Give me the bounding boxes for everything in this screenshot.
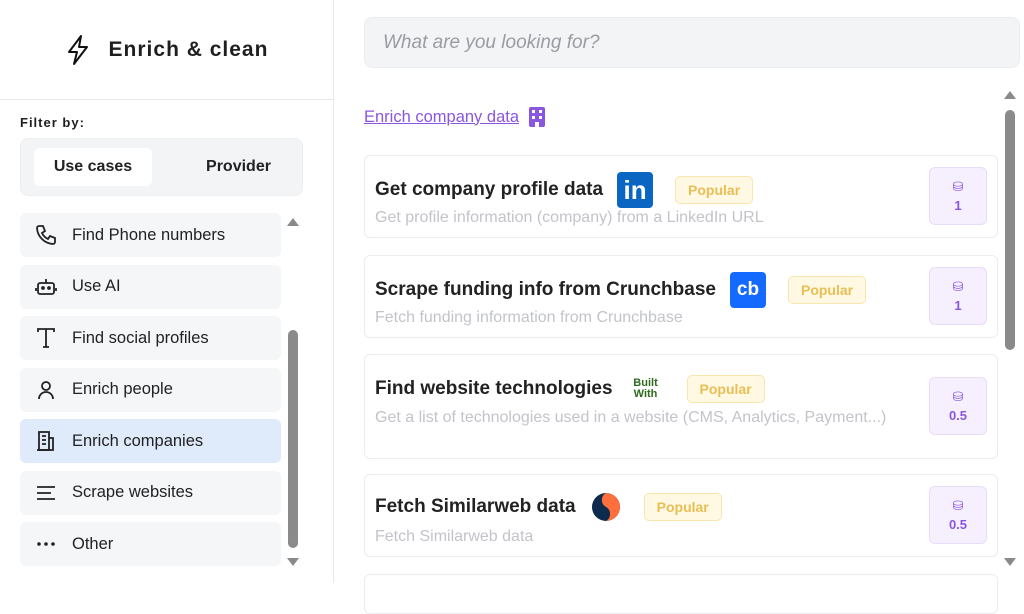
sidebar-item-other[interactable]: Other	[20, 522, 281, 566]
card-scrape-funding-info[interactable]: Scrape funding info from Crunchbase cb P…	[364, 255, 998, 338]
coins-icon: ⛁	[952, 279, 964, 294]
robot-icon	[35, 278, 57, 295]
sidebar: Enrich & clean Filter by: Use cases Prov…	[0, 0, 334, 583]
card-title: Get company profile data	[375, 179, 604, 200]
popular-badge: Popular	[675, 176, 754, 204]
filter-label: Filter by:	[20, 115, 85, 130]
section-link[interactable]: Enrich company data	[364, 107, 520, 126]
card-title: Fetch Similarweb data	[375, 496, 576, 517]
scroll-thumb[interactable]	[288, 330, 298, 548]
scroll-up-arrow[interactable]	[1004, 91, 1016, 99]
popular-badge: Popular	[643, 493, 722, 521]
crunchbase-logo: cb	[729, 272, 766, 308]
popular-badge: Popular	[686, 375, 765, 403]
credits-badge: ⛁ 0.5	[929, 486, 987, 544]
similarweb-logo	[591, 493, 620, 521]
card-get-company-profile-data[interactable]: Get company profile data in Popular Get …	[364, 155, 998, 238]
card-fetch-similarweb-data[interactable]: Fetch Similarweb data Popular Fetch Simi…	[364, 474, 998, 557]
sidebar-item-find-phone-numbers[interactable]: Find Phone numbers	[20, 213, 281, 257]
lightning-icon	[67, 34, 88, 65]
card-title: Find website technologies	[375, 378, 613, 399]
sidebar-item-label: Other	[72, 534, 114, 553]
sidebar-item-label: Find social profiles	[72, 328, 209, 347]
card-description: Get a list of technologies used in a web…	[375, 409, 887, 426]
builtwith-logo: Built With	[633, 377, 658, 400]
sidebar-item-label: Scrape websites	[72, 483, 194, 501]
sidebar-item-scrape-websites[interactable]: Scrape websites	[20, 470, 281, 515]
search-placeholder: What are you looking for?	[383, 31, 600, 53]
person-icon	[38, 380, 54, 399]
tab-use-cases[interactable]: Use cases	[34, 148, 152, 186]
tab-provider[interactable]: Provider	[206, 158, 271, 175]
sidebar-item-label: Enrich people	[72, 380, 173, 398]
sidebar-item-find-social-profiles[interactable]: Find social profiles	[20, 316, 281, 360]
card-partial[interactable]	[364, 574, 998, 614]
coins-icon: ⛁	[952, 389, 964, 404]
coins-icon: ⛁	[952, 179, 964, 194]
scroll-up-arrow[interactable]	[287, 218, 299, 226]
sidebar-item-enrich-people[interactable]: Enrich people	[20, 367, 281, 412]
credits-badge: ⛁ 0.5	[929, 377, 987, 435]
card-description: Fetch Similarweb data	[375, 528, 534, 545]
filter-toggle: Use cases Provider	[20, 138, 303, 196]
page-title: Enrich & clean	[108, 37, 269, 61]
sidebar-header: Enrich & clean	[0, 0, 333, 100]
credits-badge: ⛁ 1	[929, 167, 987, 225]
scroll-thumb[interactable]	[1005, 110, 1015, 350]
building-icon	[529, 107, 546, 127]
scroll-down-arrow[interactable]	[1004, 558, 1016, 566]
popular-badge: Popular	[787, 276, 867, 304]
text-t-icon	[37, 328, 55, 348]
card-find-website-technologies[interactable]: Find website technologies Built With Pop…	[364, 354, 998, 459]
card-description: Get profile information (company) from a…	[375, 209, 764, 226]
sidebar-item-label: Use AI	[72, 277, 121, 295]
lines-icon	[37, 485, 55, 500]
building-icon	[37, 431, 54, 451]
card-title: Scrape funding info from Crunchbase	[375, 279, 716, 300]
section-header: Enrich company data	[364, 107, 546, 127]
sidebar-item-enrich-companies[interactable]: Enrich companies	[20, 419, 281, 463]
coins-icon: ⛁	[952, 498, 964, 513]
linkedin-logo: in	[617, 172, 654, 208]
search-input[interactable]: What are you looking for?	[364, 17, 1020, 68]
sidebar-item-label: Enrich companies	[72, 431, 204, 450]
scroll-down-arrow[interactable]	[287, 558, 299, 566]
card-description: Fetch funding information from Crunchbas…	[375, 309, 683, 326]
sidebar-item-label: Find Phone numbers	[72, 225, 226, 244]
phone-icon	[36, 225, 56, 245]
more-dots-icon	[37, 542, 55, 546]
sidebar-item-use-ai[interactable]: Use AI	[20, 264, 281, 309]
credits-badge: ⛁ 1	[929, 267, 987, 325]
